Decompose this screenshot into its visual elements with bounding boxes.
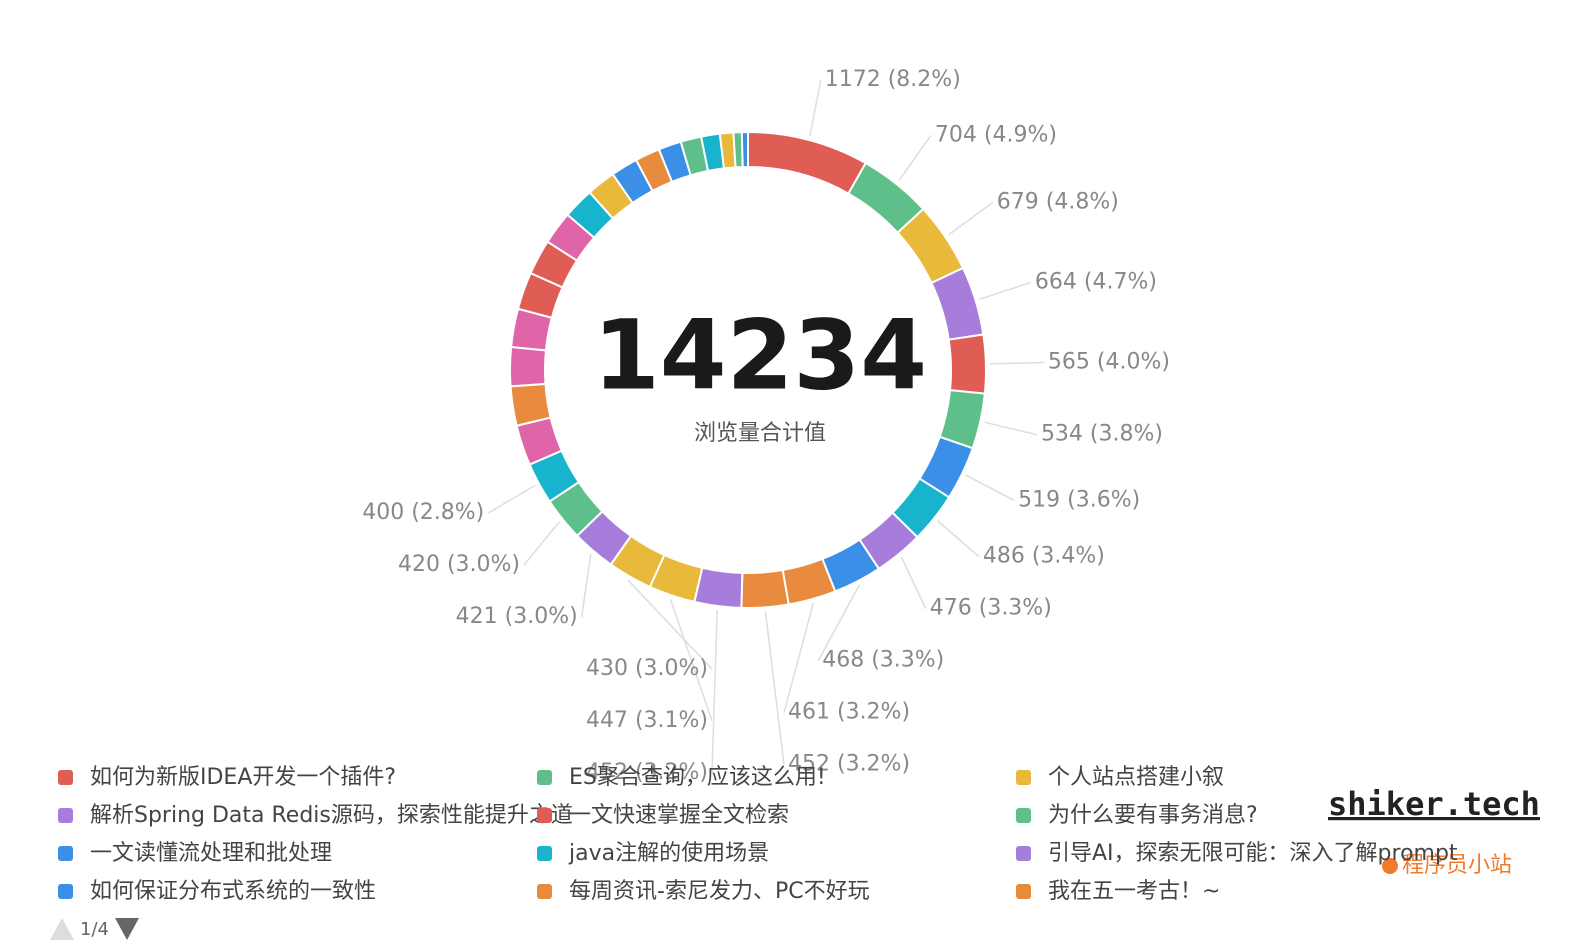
total: 14234: [593, 299, 927, 411]
leader-line: [898, 134, 932, 182]
slice: [930, 266, 985, 341]
legend-page: 1/4: [80, 919, 109, 940]
value-label: 430 (3.0%): [586, 656, 708, 681]
leader-line: [487, 484, 536, 514]
legend-marker: [58, 770, 73, 785]
leader-line: [900, 556, 927, 609]
value-label: 400 (2.8%): [362, 500, 484, 525]
value-label: 421 (3.0%): [456, 604, 578, 629]
leader-line: [984, 421, 1038, 436]
legend-label: 一文读懂流处理和批处理: [90, 841, 332, 866]
leader-line: [817, 584, 861, 662]
slice: [509, 382, 552, 427]
leader-line: [936, 520, 980, 558]
legend-label: 每周资讯-索尼发力、PC不好玩: [569, 879, 870, 904]
leader-line: [809, 79, 822, 137]
value-label: 447 (3.1%): [586, 708, 708, 733]
value-label: 519 (3.6%): [1018, 487, 1140, 512]
legend-marker: [58, 808, 73, 823]
legend-marker: [537, 770, 552, 785]
legend-label: 引导AI，探索无限可能：深入了解prompt: [1048, 841, 1458, 866]
value-label: 461 (3.2%): [788, 700, 910, 725]
leader-line: [948, 201, 994, 236]
value-label: 452 (3.2%): [586, 760, 708, 785]
value-label: 486 (3.4%): [983, 544, 1105, 569]
value-label: 679 (4.8%): [997, 189, 1119, 214]
legend-label: java注解的使用场景: [568, 841, 769, 866]
legend-marker: [1016, 884, 1031, 899]
legend-marker: [1016, 770, 1031, 785]
leader-line: [669, 599, 713, 722]
legend-label: 如何保证分布式系统的一致性: [90, 879, 376, 904]
value-label: 664 (4.7%): [1035, 269, 1157, 294]
legend-label: 解析Spring Data Redis源码，探索性能提升之道: [90, 803, 573, 828]
value-label: 565 (4.0%): [1048, 349, 1170, 374]
legend-label: 个人站点搭建小叙: [1048, 765, 1224, 790]
leader-line: [764, 611, 785, 765]
watermark: shiker.tech: [1328, 785, 1540, 823]
value-label: 1172 (8.2%): [825, 67, 961, 92]
legend-marker: [537, 808, 552, 823]
leader-line: [783, 602, 815, 713]
legend-prev[interactable]: [50, 918, 74, 940]
legend-label: ES聚合查询，应该这么用!: [569, 765, 826, 790]
total-label: 浏览量合计值: [694, 421, 826, 446]
leader-line: [627, 579, 713, 670]
watermark-sub: 程序员小站: [1402, 853, 1512, 878]
legend-marker: [58, 846, 73, 861]
leader-line: [979, 281, 1032, 301]
legend-marker: [537, 846, 552, 861]
value-label: 534 (3.8%): [1041, 422, 1163, 447]
slice: [509, 345, 548, 388]
legend-marker: [58, 884, 73, 899]
legend-label: 如何为新版IDEA开发一个插件?: [90, 765, 396, 790]
value-label: 420 (3.0%): [398, 552, 520, 577]
slice: [740, 130, 749, 169]
leader-line: [523, 521, 561, 566]
slice: [747, 130, 868, 195]
leader-line: [989, 361, 1044, 365]
value-label: 704 (4.9%): [935, 122, 1057, 147]
value-label: 468 (3.3%): [822, 648, 944, 673]
legend-marker: [1016, 808, 1031, 823]
watermark-dot: [1382, 858, 1398, 874]
legend-marker: [537, 884, 552, 899]
leader-line: [711, 610, 718, 774]
leader-line: [965, 474, 1015, 502]
slice: [947, 333, 987, 395]
slice: [740, 568, 790, 609]
legend-label: 为什么要有事务消息?: [1048, 803, 1258, 828]
legend-label: 一文快速掌握全文检索: [569, 803, 789, 828]
legend-marker: [1016, 846, 1031, 861]
leader-line: [580, 553, 592, 618]
value-label: 476 (3.3%): [930, 596, 1052, 621]
legend-label: 我在五一考古！~: [1048, 879, 1220, 904]
legend-next[interactable]: [115, 918, 139, 940]
value-label: 452 (3.2%): [788, 752, 910, 777]
